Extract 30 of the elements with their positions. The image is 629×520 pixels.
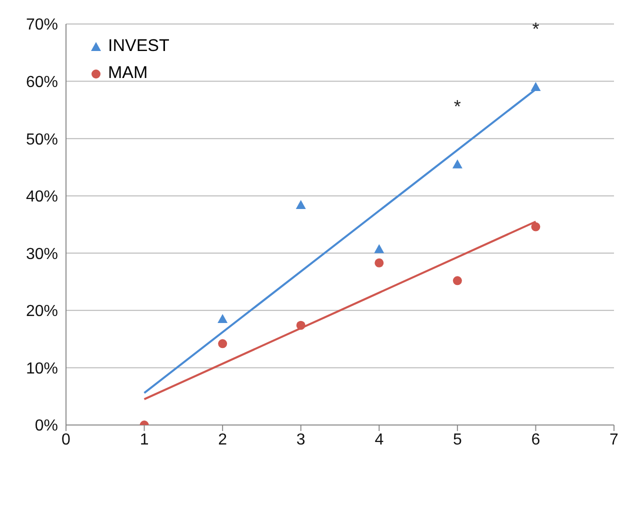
point [296,320,306,330]
y-tick-label: 40% [26,188,58,206]
point [530,82,541,92]
point [218,339,228,348]
y-tick-label: 20% [26,303,58,320]
x-tick-label: 5 [452,431,462,448]
legend-label: INVEST [108,35,170,57]
point [296,200,306,210]
annotation: * [454,96,461,116]
y-tick-label: 70% [26,16,58,34]
legend-label: MAM [108,62,148,84]
x-tick-label: 3 [296,431,306,448]
point [374,244,384,254]
x-tick-label: 4 [374,431,384,448]
y-tick-label: 60% [26,74,58,91]
point [374,258,384,268]
y-tick-label: 30% [26,246,58,263]
x-tick-label: 1 [140,431,149,448]
y-tick-label: 0% [34,418,58,435]
x-tick-label: 0 [62,431,71,448]
x-tick-label: 2 [218,431,228,448]
y-tick-label: 50% [26,131,58,148]
point [218,314,228,324]
point [452,159,462,168]
x-tick-label: 7 [610,431,619,448]
point [452,276,462,286]
x-tick-label: 6 [531,431,540,448]
point [531,222,540,232]
y-tick-label: 10% [26,360,58,378]
annotation: * [532,19,540,40]
